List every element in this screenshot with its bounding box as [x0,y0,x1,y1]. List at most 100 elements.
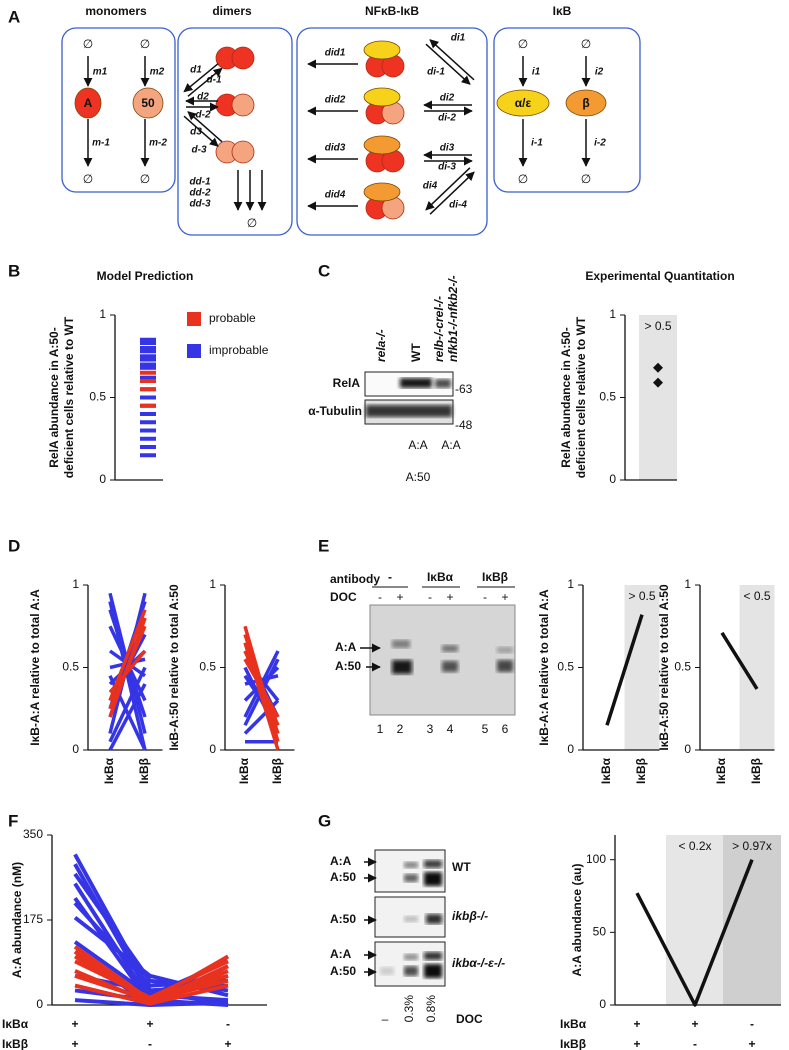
shade-label: < 0.2x [678,839,711,853]
blot-band [380,967,394,975]
strip-mark [140,395,156,400]
y-tick-label: 1 [609,307,616,321]
x-tick-label: IκBα [714,757,728,784]
x-row-value: + [633,1037,640,1050]
y-axis-label: A:A abundance (au) [570,864,584,977]
shade-label: > 0.97x [732,839,772,853]
strip-mark [140,420,156,425]
panel-letter: A [8,7,20,26]
antibody-label: IκBβ [482,570,508,584]
species-label: A:50 [330,870,356,884]
blot-band [442,661,458,672]
row-label: α-Tubulin [308,404,362,418]
diamond-mark [653,377,663,388]
node-label: 50 [141,96,155,110]
lane-number: 4 [447,722,454,736]
module-title: NFκB-IκB [365,4,419,18]
y-tick-label: 1 [567,577,574,591]
y-tick-label: 0.5 [199,660,216,674]
x-tick-label: IκBα [599,757,613,784]
y-tick-label: 0 [99,472,106,486]
strip-mark [140,445,156,449]
blot-band [497,660,513,672]
strip-mark [140,436,156,441]
y-tick-label: 0.5 [89,390,106,404]
y-tick-label: 100 [586,852,606,866]
blot-band [392,660,412,674]
mw-marker: -63 [455,382,473,396]
lane-label: relb-/-crel-/- [432,296,446,362]
arrow [425,167,471,211]
y-tick-label: 0 [36,997,43,1011]
dimer-subunit [231,46,255,70]
genotype-label: WT [452,860,471,874]
ikb-subunit [363,40,401,60]
x-row-value: - [148,1037,152,1050]
null-symbol: ∅ [140,172,150,186]
chart-title: Experimental Quantitation [585,269,734,283]
y-tick-label: 175 [23,912,43,926]
panel-letter: E [318,536,329,555]
blot-band [424,860,442,868]
data-line [720,631,759,690]
blot-band [404,954,418,960]
x-tick-label: IκBβ [137,758,151,784]
module-box [296,27,488,236]
data-line [243,658,280,718]
species-label: A:50 [330,912,356,926]
arrow [425,43,471,85]
rate-label: m-1 [92,138,110,149]
y-tick-label: 1 [99,307,106,321]
y-axis-label: deficient cells relative to WT [62,316,76,478]
strip-mark [140,357,156,362]
lane-number: 6 [502,722,509,736]
y-tick-label: 0 [609,472,616,486]
rate-label: di4 [423,181,438,192]
chart-title: Model Prediction [97,269,194,283]
rate-label: did4 [325,190,346,201]
rate-label: m2 [150,67,165,78]
data-line [108,625,147,710]
species-label: A:A [408,438,427,452]
dimer-subunit [231,140,255,164]
ikb-subunit [363,182,401,202]
blot-band [400,378,432,388]
y-tick-label: 0.5 [674,660,691,674]
blot-band [426,914,442,924]
x-tick-label: IκBβ [749,758,763,784]
arrow [183,63,219,93]
node-shape [74,87,102,119]
x-tick-label: IκBα [237,757,251,784]
doc-sign: + [396,590,403,604]
null-symbol: ∅ [518,172,528,186]
data-line [635,859,754,1007]
doc-label: – [382,1012,389,1026]
x-row-label: IκBα [560,1017,587,1031]
strip-mark [140,403,156,408]
strip-mark [140,365,156,370]
null-symbol: ∅ [247,216,257,230]
x-tick-label: IκBβ [634,758,648,784]
blot-header: DOC [330,590,357,604]
y-tick-label: 0.5 [557,660,574,674]
null-symbol: ∅ [83,172,93,186]
module-title: monomers [85,4,147,18]
rate-label: d1 [190,65,202,76]
rate-label: d3 [190,127,202,138]
blot-band [404,862,418,868]
y-axis-label: IκB-A:A relative to total A:A [28,589,42,746]
data-line [74,973,229,1003]
arrow [429,171,475,215]
node-label: A [84,96,93,110]
lane-label: nfkb1-/-nfkb2-/- [446,275,460,362]
antibody-label: - [388,570,392,584]
arrow [429,39,475,81]
arrow [183,115,219,147]
x-row-value: + [691,1017,698,1031]
null-symbol: ∅ [140,37,150,51]
row-label: RelA [333,376,361,390]
lane-label: WT [409,343,423,362]
shaded-region [624,585,660,750]
rate-label: i1 [532,67,541,78]
doc-label: 0.3% [402,995,416,1023]
